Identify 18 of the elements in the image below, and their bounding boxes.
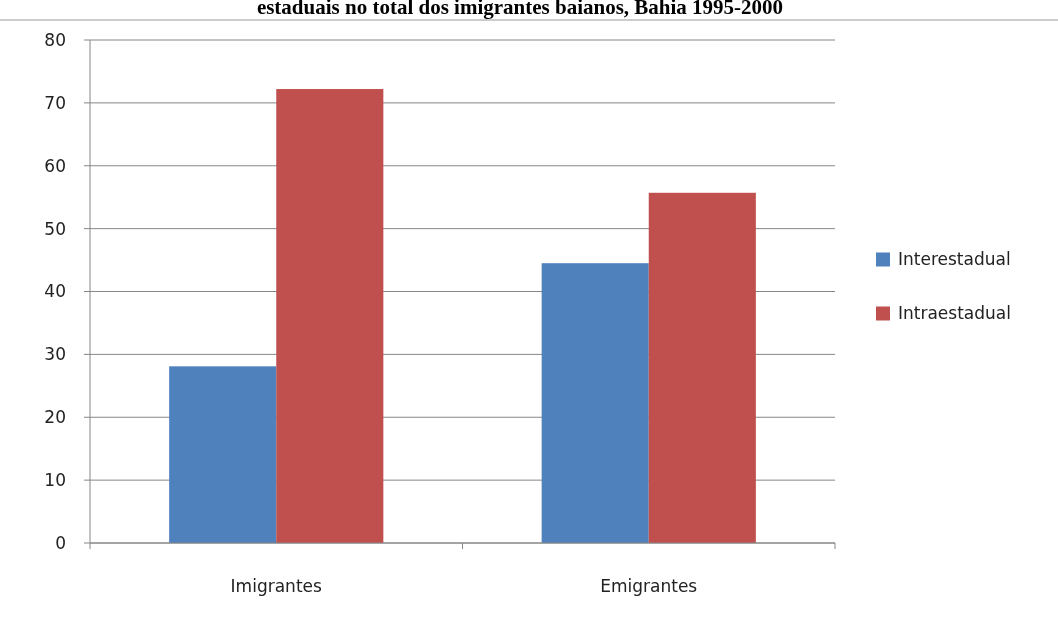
y-tick-label: 10: [44, 470, 66, 491]
y-tick-label: 30: [44, 344, 66, 365]
y-tick-label: 70: [44, 92, 66, 113]
y-tick-label: 60: [44, 155, 66, 176]
legend-label: Intraestadual: [898, 303, 1011, 324]
y-tick-label: 50: [44, 218, 66, 239]
x-tick-label: Imigrantes: [230, 576, 323, 596]
bar: [169, 366, 277, 543]
bar: [276, 89, 384, 543]
x-tick-label: Emigrantes: [600, 576, 698, 596]
y-tick-label: 40: [44, 281, 66, 302]
legend-label: Interestadual: [898, 249, 1011, 270]
bar: [648, 192, 756, 543]
bar: [541, 263, 649, 543]
y-tick-label: 20: [44, 407, 66, 428]
y-tick-label: 80: [44, 29, 66, 50]
chart-title: estaduais no total dos imigrantes baianos, Bahia 1995-2000: [256, 0, 784, 19]
y-tick-label: 0: [55, 532, 66, 553]
